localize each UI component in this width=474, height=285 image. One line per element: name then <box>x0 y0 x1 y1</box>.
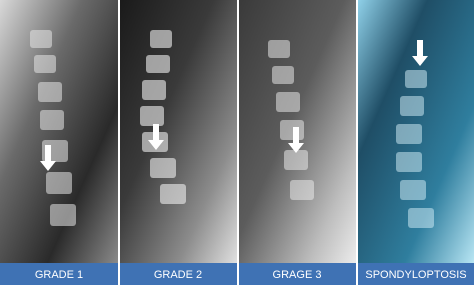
spine <box>30 30 76 226</box>
spine <box>396 70 434 228</box>
panel-label: GRAGE 3 <box>273 269 322 281</box>
separators <box>118 0 358 285</box>
arrow <box>40 40 428 171</box>
panel-label: GRADE 2 <box>154 269 202 281</box>
panel-label: GRADE 1 <box>35 269 83 281</box>
spine <box>140 30 186 204</box>
panel-label: SPONDYLOPTOSIS <box>365 269 466 281</box>
xray-panel <box>120 0 237 263</box>
